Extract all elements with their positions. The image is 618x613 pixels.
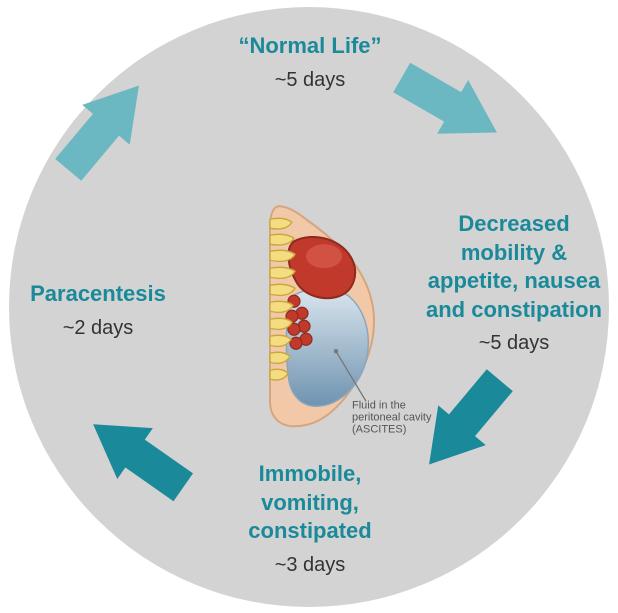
organ-highlight xyxy=(306,244,342,268)
stage-duration-immobile: ~3 days xyxy=(210,552,410,578)
stage-title-paracentesis: Paracentesis xyxy=(18,280,178,309)
stage-duration-paracentesis: ~2 days xyxy=(18,315,178,341)
stage-title-decreased: Decreased mobility & appetite, nausea an… xyxy=(420,210,608,324)
stage-paracentesis: Paracentesis ~2 days xyxy=(18,280,178,341)
ascites-label-line1: Fluid in the xyxy=(352,399,406,411)
stage-title-immobile: Immobile, vomiting, constipated xyxy=(210,460,410,546)
stage-decreased: Decreased mobility & appetite, nausea an… xyxy=(420,210,608,356)
center-anatomy-illustration: Fluid in the peritoneal cavity (ASCITES) xyxy=(224,201,394,436)
stage-immobile: Immobile, vomiting, constipated ~3 days xyxy=(210,460,410,578)
ascites-label-line2: peritoneal cavity xyxy=(352,411,432,423)
ascites-label-line3: (ASCITES) xyxy=(352,423,406,435)
ascites-label: Fluid in the peritoneal cavity (ASCITES) xyxy=(352,399,462,435)
stage-duration-normal: ~5 days xyxy=(210,67,410,93)
pointer-dot xyxy=(334,349,338,353)
stage-duration-decreased: ~5 days xyxy=(420,330,608,356)
stage-title-normal: “Normal Life” xyxy=(210,32,410,61)
stage-normal: “Normal Life” ~5 days xyxy=(210,32,410,93)
